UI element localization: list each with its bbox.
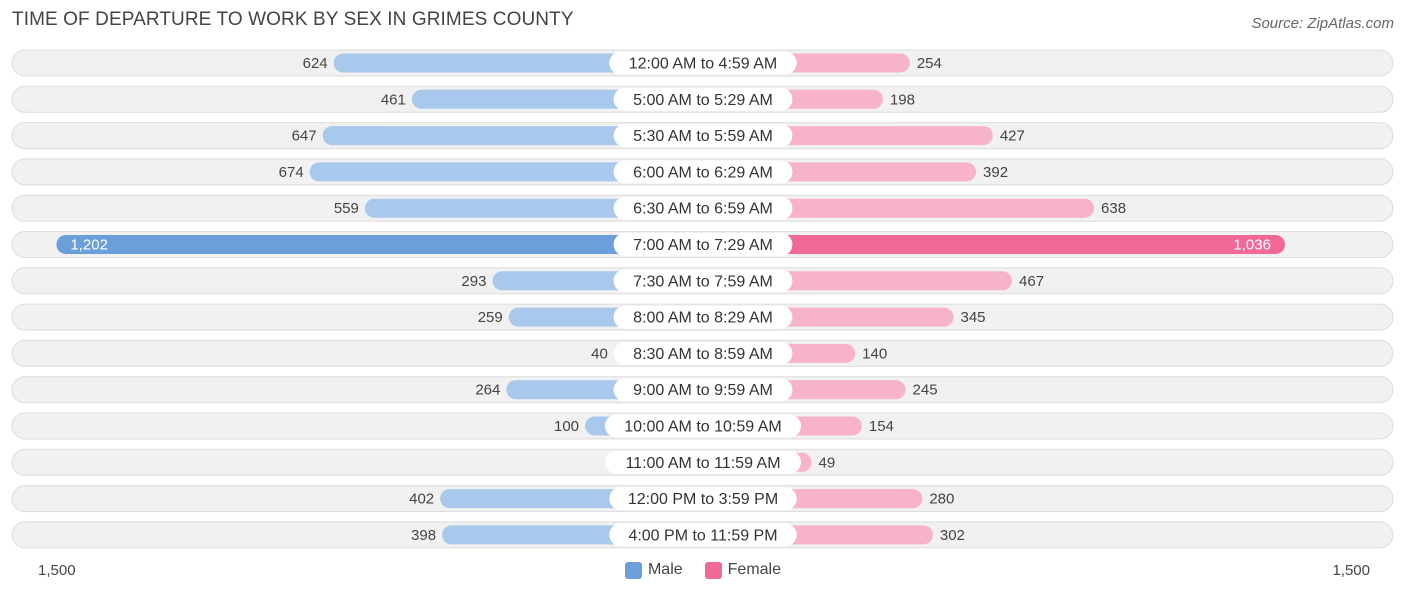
category-label: 12:00 PM to 3:59 PM — [628, 491, 778, 508]
male-value-label: 264 — [475, 382, 500, 399]
male-value-label: 559 — [334, 200, 359, 217]
male-value-label: 100 — [554, 418, 579, 435]
category-label: 8:30 AM to 8:59 AM — [633, 346, 773, 363]
chart-row: 264 245 9:00 AM to 9:59 AM — [11, 376, 1394, 404]
chart-row: 624 254 12:00 AM to 4:59 AM — [11, 49, 1394, 77]
chart-title: TIME OF DEPARTURE TO WORK BY SEX IN GRIM… — [12, 9, 574, 30]
category-pill — [609, 523, 797, 547]
legend: Male Female — [0, 561, 1406, 579]
category-label: 9:00 AM to 9:59 AM — [633, 382, 773, 399]
female-value-label: 427 — [1000, 128, 1025, 145]
male-value-label: 647 — [292, 128, 317, 145]
chart-row: 293 467 7:30 AM to 7:59 AM — [11, 267, 1394, 295]
male-value-label: 674 — [279, 164, 304, 181]
male-value-label: 1,202 — [70, 237, 108, 254]
male-bar — [322, 126, 703, 146]
female-bar — [703, 235, 1285, 254]
chart-row: 647 427 5:30 AM to 5:59 AM — [11, 122, 1394, 150]
legend-label-male: Male — [647, 561, 683, 578]
female-value-label: 1,036 — [1233, 237, 1271, 254]
chart-row: 461 198 5:00 AM to 5:29 AM — [11, 85, 1394, 113]
category-label: 12:00 AM to 4:59 AM — [629, 56, 778, 73]
axis-left-label: 1,500 — [38, 562, 76, 579]
category-label: 7:30 AM to 7:59 AM — [633, 273, 773, 290]
chart-row: 559 638 6:30 AM to 6:59 AM — [11, 194, 1394, 222]
female-value-label: 280 — [929, 491, 954, 508]
male-bar — [309, 162, 703, 182]
category-pill — [613, 341, 793, 365]
female-value-label: 638 — [1101, 200, 1126, 217]
male-value-label: 259 — [478, 309, 503, 326]
category-label: 11:00 AM to 11:59 AM — [625, 455, 780, 472]
category-pill — [605, 414, 801, 438]
female-value-label: 467 — [1019, 273, 1044, 290]
male-value-label: 624 — [303, 55, 328, 72]
female-value-label: 140 — [862, 345, 887, 362]
axis-right-label: 1,500 — [1332, 562, 1370, 579]
chart-row: 04911:00 AM to 11:59 AM — [11, 448, 1394, 476]
category-pill — [605, 450, 801, 474]
chart-row: 1,202 1,036 7:00 AM to 7:29 AM — [11, 231, 1394, 258]
female-value-label: 302 — [940, 527, 965, 544]
source-credit: Source: ZipAtlas.com — [1251, 15, 1394, 32]
female-bar — [703, 198, 1095, 218]
female-value-label: 198 — [890, 91, 915, 108]
female-value-label: 154 — [869, 418, 894, 435]
category-label: 5:30 AM to 5:59 AM — [633, 128, 773, 145]
legend-swatch-female — [704, 561, 722, 579]
male-value-label: 293 — [461, 273, 486, 290]
male-value-label: 40 — [591, 345, 608, 362]
category-pill — [613, 269, 793, 293]
male-value-label: 398 — [411, 527, 436, 544]
category-pill — [613, 378, 793, 402]
chart-row: 674 392 6:00 AM to 6:29 AM — [11, 158, 1394, 186]
category-pill — [613, 233, 793, 256]
category-pill — [609, 51, 797, 75]
chart-row: 402 280 12:00 PM to 3:59 PM — [11, 485, 1394, 513]
female-value-label: 245 — [913, 382, 938, 399]
female-value-label: 345 — [960, 309, 985, 326]
category-pill — [613, 87, 793, 111]
category-label: 6:00 AM to 6:29 AM — [633, 164, 773, 181]
category-label: 6:30 AM to 6:59 AM — [633, 201, 773, 218]
category-label: 7:00 AM to 7:29 AM — [633, 237, 773, 254]
chart-row: 398 302 4:00 PM to 11:59 PM — [11, 521, 1394, 549]
legend-swatch-male — [624, 561, 642, 579]
category-pill — [613, 196, 793, 220]
male-value-label: 461 — [381, 91, 406, 108]
category-label: 10:00 AM to 10:59 AM — [624, 419, 781, 436]
category-pill — [613, 124, 793, 148]
category-label: 8:00 AM to 8:29 AM — [633, 310, 773, 327]
male-value-label: 402 — [409, 491, 434, 508]
chart-row: 259 345 8:00 AM to 8:29 AM — [11, 303, 1394, 331]
category-pill — [609, 487, 797, 511]
female-value-label: 254 — [917, 55, 942, 72]
female-value-label: 392 — [983, 164, 1008, 181]
legend-item-female: Female — [704, 561, 782, 579]
legend-label-female: Female — [727, 561, 782, 578]
male-bar — [56, 235, 704, 254]
chart-row: 40 140 8:30 AM to 8:59 AM — [11, 339, 1394, 367]
category-pill — [613, 305, 793, 329]
chart-plot: 624 254 12:00 AM to 4:59 AM 461 198 5:00 AM t… — [11, 49, 1394, 549]
category-label: 5:00 AM to 5:29 AM — [633, 92, 773, 109]
female-value-label: 49 — [819, 454, 836, 471]
legend-item-male: Male — [624, 561, 683, 579]
category-pill — [613, 160, 793, 184]
category-label: 4:00 PM to 11:59 PM — [628, 527, 777, 544]
chart-row: 100 154 10:00 AM to 10:59 AM — [11, 412, 1394, 440]
